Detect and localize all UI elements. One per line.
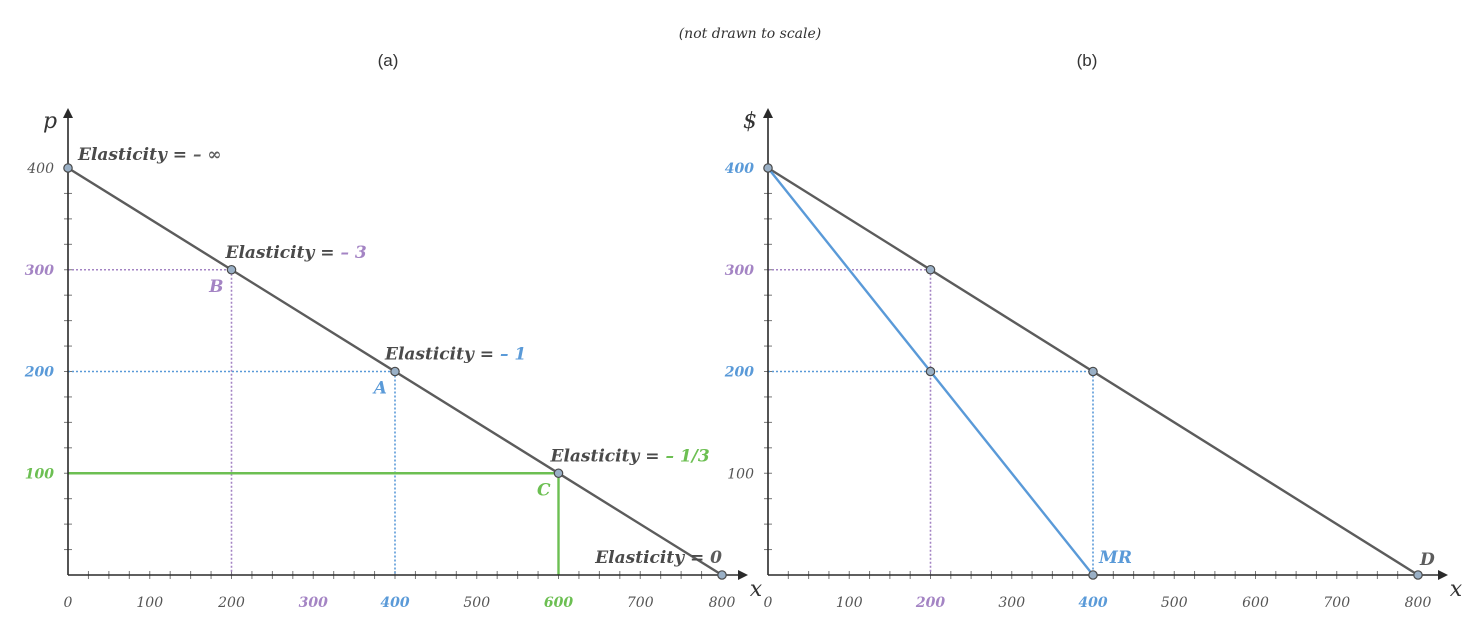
- x-tick-label-a: 600: [544, 595, 573, 611]
- elasticity-value: – 1/3: [665, 446, 709, 466]
- x-tick-label-b: 500: [1161, 595, 1188, 611]
- x-axis-arrow-a: [738, 570, 748, 580]
- x-tick-label-b: 800: [1405, 595, 1432, 611]
- elasticity-label: Elasticity =: [550, 446, 666, 466]
- x-tick-label-b: 0: [764, 595, 773, 611]
- x-axis-title-b: x: [1450, 577, 1463, 602]
- x-tick-label-b: 300: [998, 595, 1025, 611]
- x-tick-label-b: 700: [1323, 595, 1350, 611]
- data-point-b: [763, 163, 773, 173]
- elasticity-annotation: Elasticity = – 1/3: [550, 446, 710, 466]
- data-point-b: [1088, 366, 1098, 377]
- elasticity-annotation: Elasticity = 0: [594, 548, 722, 568]
- data-point-a: [717, 570, 727, 580]
- series-label-d: D: [1419, 550, 1435, 570]
- x-tick-label-a: 700: [627, 595, 654, 611]
- elasticity-annotation: Elasticity = – 1: [384, 345, 526, 365]
- elasticity-value: 0: [710, 548, 722, 568]
- x-tick-label-b: 600: [1242, 595, 1269, 611]
- elasticity-label: Elasticity =: [384, 345, 500, 365]
- y-axis-arrow-b: [763, 108, 773, 118]
- x-axis-arrow-b: [1438, 570, 1448, 580]
- panel-b: (b) x $0 100 200 300 400 500 600 700 800 400 300 200 1…: [724, 51, 1463, 611]
- y-tick-label-b: 100: [727, 466, 754, 482]
- y-tick-label-a: 200: [24, 365, 54, 381]
- data-point-a: [553, 468, 564, 479]
- data-point-a: [226, 264, 237, 275]
- panel-label-b: (b): [1077, 51, 1098, 70]
- data-point-b: [1413, 570, 1423, 580]
- scale-note: (not drawn to scale): [679, 26, 822, 42]
- panel-label-a: (a): [378, 51, 399, 70]
- elasticity-label: Elasticity =: [77, 145, 193, 165]
- elasticity-label: Elasticity =: [594, 548, 710, 568]
- x-tick-label-a: 500: [463, 595, 490, 611]
- x-tick-label-a: 800: [709, 595, 736, 611]
- x-axis-title-a: x: [750, 577, 763, 602]
- y-tick-label-a: 300: [25, 263, 54, 279]
- y-tick-label-b: 400: [725, 161, 754, 177]
- elasticity-value: – 3: [340, 243, 366, 263]
- x-tick-label-b: 200: [915, 595, 945, 611]
- x-tick-label-a: 0: [64, 595, 73, 611]
- point-label-b: B: [208, 277, 223, 297]
- x-tick-label-b: 400: [1078, 595, 1107, 611]
- x-tick-label-a: 100: [136, 595, 163, 611]
- x-tick-label-b: 100: [836, 595, 863, 611]
- y-axis-title-a: p: [43, 109, 57, 134]
- point-label-c: C: [537, 480, 551, 500]
- y-axis-title-b: $: [743, 109, 757, 134]
- elasticity-value: – 1: [500, 345, 526, 365]
- y-tick-label-a: 400: [26, 161, 54, 177]
- data-point-b: [1088, 570, 1098, 580]
- point-label-a: A: [372, 379, 387, 399]
- series-label-mr: MR: [1098, 548, 1132, 568]
- x-tick-label-a: 300: [299, 595, 328, 611]
- y-tick-label-b: 200: [724, 365, 754, 381]
- elasticity-annotation: Elasticity = – 3: [225, 243, 367, 263]
- y-tick-label-a: 100: [25, 466, 54, 482]
- x-tick-label-a: 400: [380, 595, 409, 611]
- data-point-a: [390, 366, 400, 377]
- elasticity-value: – ∞: [193, 145, 222, 165]
- data-point-a: [63, 163, 73, 173]
- data-point-b: [925, 366, 936, 377]
- elasticity-annotation: Elasticity = – ∞: [77, 145, 222, 165]
- y-axis-arrow-a: [63, 108, 73, 118]
- panel-a: (a) x p 0 100 200 300 400 500 600 700 800 400 300 200 1…: [24, 51, 763, 611]
- elasticity-label: Elasticity =: [225, 243, 341, 263]
- y-tick-label-b: 300: [725, 263, 754, 279]
- data-point-b: [925, 264, 936, 275]
- x-tick-label-a: 200: [217, 595, 245, 611]
